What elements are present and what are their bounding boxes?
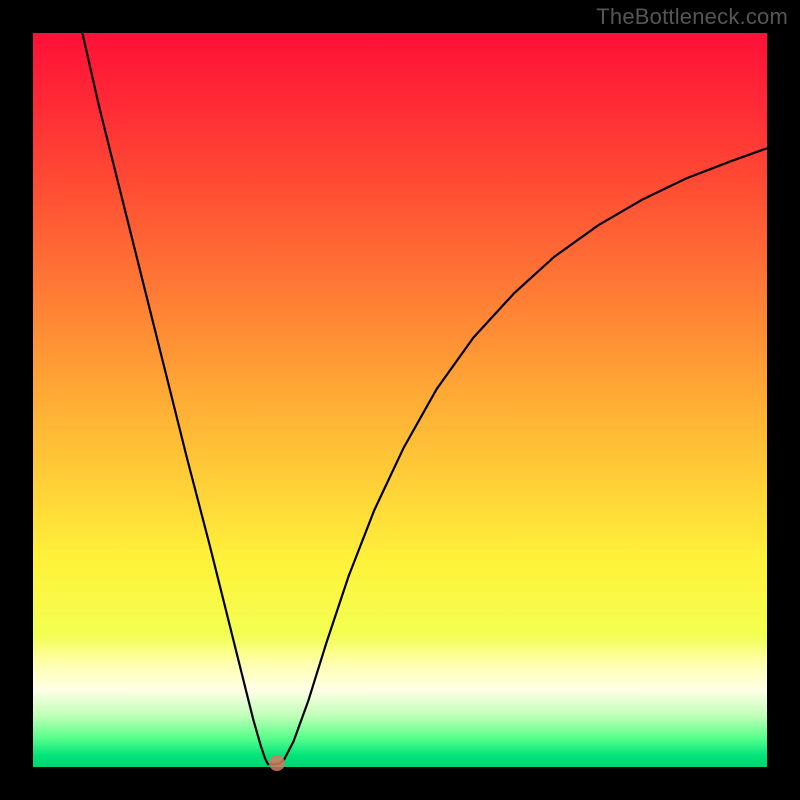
plot-area — [33, 33, 767, 767]
curve-path — [81, 33, 767, 764]
watermark-label: TheBottleneck.com — [596, 4, 788, 30]
optimal-point-marker — [269, 755, 285, 771]
bottleneck-curve — [33, 33, 767, 767]
chart-container: TheBottleneck.com — [0, 0, 800, 800]
